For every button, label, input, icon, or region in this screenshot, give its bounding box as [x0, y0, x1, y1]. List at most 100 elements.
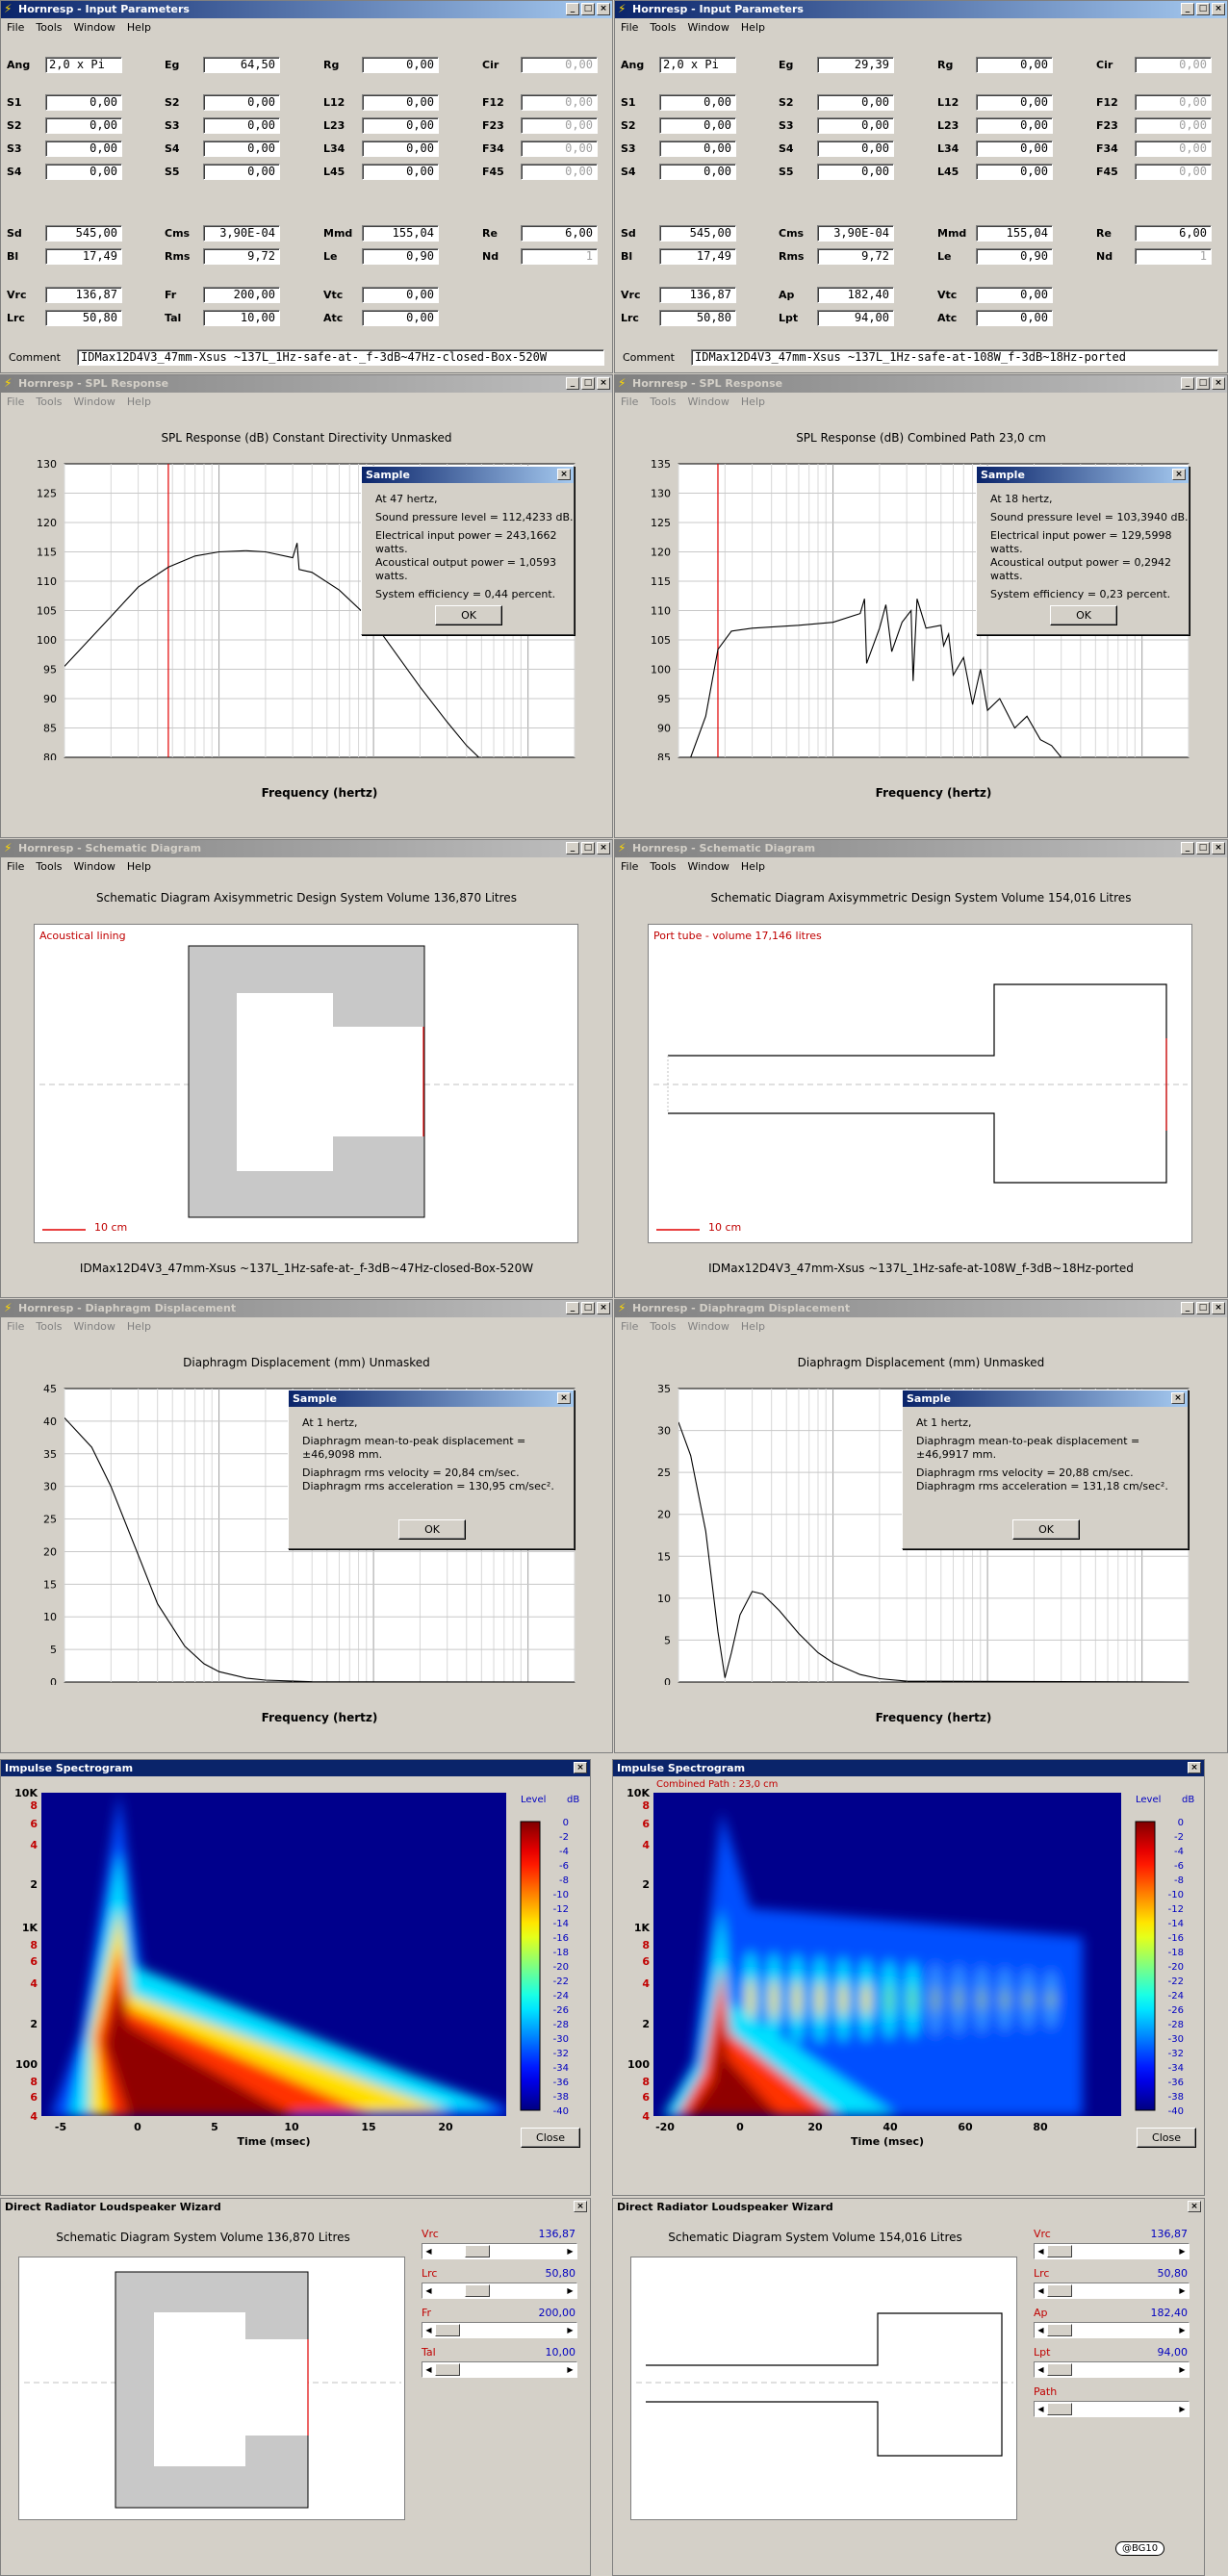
- param-field-l12[interactable]: 0,00: [976, 94, 1053, 111]
- close-button[interactable]: ×: [597, 1302, 610, 1314]
- menu-item-help[interactable]: Help: [740, 1320, 765, 1333]
- maximize-button[interactable]: □: [581, 1302, 595, 1314]
- menu-item-window[interactable]: Window: [73, 395, 115, 408]
- menu-item-help[interactable]: Help: [126, 1320, 151, 1333]
- maximize-button[interactable]: □: [1196, 1302, 1210, 1314]
- wizard-slider-path[interactable]: ◀ ▶: [1034, 2401, 1190, 2417]
- param-field-rms[interactable]: 9,72: [817, 248, 894, 265]
- menu-item-tools[interactable]: Tools: [650, 395, 677, 408]
- param-field-l34[interactable]: 0,00: [976, 140, 1053, 157]
- slider-thumb[interactable]: [1047, 2403, 1072, 2415]
- menu-item-tools[interactable]: Tools: [650, 21, 677, 34]
- close-button[interactable]: ×: [574, 1762, 587, 1773]
- param-field-nd[interactable]: 1: [1135, 248, 1212, 265]
- param-field-lpt[interactable]: 94,00: [817, 310, 894, 326]
- menu-item-file[interactable]: File: [7, 21, 25, 34]
- menu-item-window[interactable]: Window: [687, 1320, 729, 1333]
- maximize-button[interactable]: □: [581, 842, 595, 854]
- dialog-close-button[interactable]: ×: [1172, 469, 1186, 480]
- param-field-f34[interactable]: 0,00: [1135, 140, 1212, 157]
- param-field-rg[interactable]: 0,00: [976, 57, 1053, 73]
- slider-thumb[interactable]: [464, 2245, 490, 2257]
- param-field-l12[interactable]: 0,00: [362, 94, 439, 111]
- param-field-re[interactable]: 6,00: [1135, 225, 1212, 242]
- slider-left-arrow-icon[interactable]: ◀: [425, 2326, 432, 2334]
- wizard-slider-tal[interactable]: ◀ ▶: [422, 2361, 577, 2378]
- wizard-slider-ap[interactable]: ◀ ▶: [1034, 2322, 1190, 2338]
- minimize-button[interactable]: _: [566, 377, 579, 390]
- close-button[interactable]: ×: [1212, 3, 1225, 15]
- close-button[interactable]: ×: [597, 842, 610, 854]
- param-field-rms[interactable]: 9,72: [203, 248, 280, 265]
- minimize-button[interactable]: _: [566, 1302, 579, 1314]
- menu-item-help[interactable]: Help: [126, 395, 151, 408]
- param-field-atc[interactable]: 0,00: [976, 310, 1053, 326]
- comment-field[interactable]: IDMax12D4V3_47mm-Xsus ~137L_1Hz-safe-at-…: [77, 349, 604, 366]
- param-field-s1[interactable]: 0,00: [45, 94, 122, 111]
- slider-right-arrow-icon[interactable]: ▶: [1179, 2247, 1186, 2256]
- minimize-button[interactable]: _: [1181, 377, 1194, 390]
- wizard-slider-fr[interactable]: ◀ ▶: [422, 2322, 577, 2338]
- param-field-le[interactable]: 0,90: [362, 248, 439, 265]
- menu-item-window[interactable]: Window: [73, 1320, 115, 1333]
- param-field-mmd[interactable]: 155,04: [362, 225, 439, 242]
- slider-thumb[interactable]: [435, 2324, 460, 2336]
- menu-item-file[interactable]: File: [621, 21, 639, 34]
- param-field-f45[interactable]: 0,00: [1135, 164, 1212, 180]
- minimize-button[interactable]: _: [566, 842, 579, 854]
- param-field-f23[interactable]: 0,00: [1135, 117, 1212, 134]
- param-field-nd[interactable]: 1: [521, 248, 598, 265]
- param-field-s4[interactable]: 0,00: [817, 140, 894, 157]
- slider-left-arrow-icon[interactable]: ◀: [1037, 2326, 1044, 2334]
- menu-item-file[interactable]: File: [621, 1320, 639, 1333]
- param-field-vrc[interactable]: 136,87: [45, 287, 122, 303]
- menu-item-file[interactable]: File: [7, 860, 25, 873]
- param-field-s4[interactable]: 0,00: [659, 164, 736, 180]
- close-button[interactable]: ×: [574, 2201, 587, 2212]
- wizard-slider-vrc[interactable]: ◀ ▶: [422, 2243, 577, 2259]
- menu-item-tools[interactable]: Tools: [36, 395, 63, 408]
- maximize-button[interactable]: □: [1196, 377, 1210, 390]
- slider-thumb[interactable]: [1047, 2245, 1072, 2257]
- menu-item-file[interactable]: File: [621, 395, 639, 408]
- menu-item-tools[interactable]: Tools: [36, 860, 63, 873]
- dialog-close-button[interactable]: ×: [1171, 1392, 1185, 1404]
- param-field-tal[interactable]: 10,00: [203, 310, 280, 326]
- param-field-s3[interactable]: 0,00: [817, 117, 894, 134]
- close-button[interactable]: ×: [1188, 2201, 1201, 2212]
- maximize-button[interactable]: □: [581, 377, 595, 390]
- menu-item-window[interactable]: Window: [73, 860, 115, 873]
- param-field-sd[interactable]: 545,00: [45, 225, 122, 242]
- maximize-button[interactable]: □: [1196, 842, 1210, 854]
- slider-right-arrow-icon[interactable]: ▶: [567, 2286, 574, 2295]
- close-button[interactable]: ×: [597, 3, 610, 15]
- close-button[interactable]: ×: [1212, 842, 1225, 854]
- slider-right-arrow-icon[interactable]: ▶: [1179, 2365, 1186, 2374]
- param-field-eg[interactable]: 64,50: [203, 57, 280, 73]
- param-field-s3[interactable]: 0,00: [203, 117, 280, 134]
- close-button[interactable]: ×: [1212, 377, 1225, 390]
- minimize-button[interactable]: _: [566, 3, 579, 15]
- slider-left-arrow-icon[interactable]: ◀: [425, 2286, 432, 2295]
- slider-thumb[interactable]: [464, 2284, 490, 2297]
- dialog-close-button[interactable]: ×: [557, 1392, 571, 1404]
- dialog-ok-button[interactable]: OK: [1012, 1519, 1080, 1540]
- param-field-cir[interactable]: 0,00: [1135, 57, 1212, 73]
- slider-thumb[interactable]: [1047, 2284, 1072, 2297]
- slider-thumb[interactable]: [1047, 2363, 1072, 2376]
- param-field-l34[interactable]: 0,00: [362, 140, 439, 157]
- menu-item-help[interactable]: Help: [126, 860, 151, 873]
- maximize-button[interactable]: □: [581, 3, 595, 15]
- param-field-f12[interactable]: 0,00: [521, 94, 598, 111]
- menu-item-tools[interactable]: Tools: [36, 21, 63, 34]
- param-field-s2[interactable]: 0,00: [817, 94, 894, 111]
- param-field-s5[interactable]: 0,00: [817, 164, 894, 180]
- param-field-mmd[interactable]: 155,04: [976, 225, 1053, 242]
- close-spectrogram-button[interactable]: Close: [1137, 2128, 1196, 2148]
- param-field-cms[interactable]: 3,90E-04: [203, 225, 280, 242]
- param-field-s2[interactable]: 0,00: [659, 117, 736, 134]
- menu-item-window[interactable]: Window: [73, 21, 115, 34]
- minimize-button[interactable]: _: [1181, 1302, 1194, 1314]
- menu-item-tools[interactable]: Tools: [650, 1320, 677, 1333]
- menu-item-file[interactable]: File: [621, 860, 639, 873]
